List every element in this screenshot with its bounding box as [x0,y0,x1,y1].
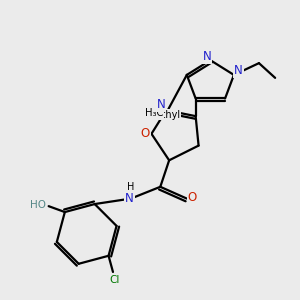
Text: O: O [140,127,150,140]
Text: H: H [127,182,134,192]
Text: Cl: Cl [109,275,120,285]
Text: N: N [157,98,165,111]
Text: HO: HO [30,200,46,210]
Text: methyl: methyl [146,110,180,120]
Text: O: O [188,190,197,204]
Text: H₃C: H₃C [146,108,164,118]
Text: N: N [234,64,243,77]
Text: N: N [202,50,211,63]
Text: N: N [125,192,134,205]
